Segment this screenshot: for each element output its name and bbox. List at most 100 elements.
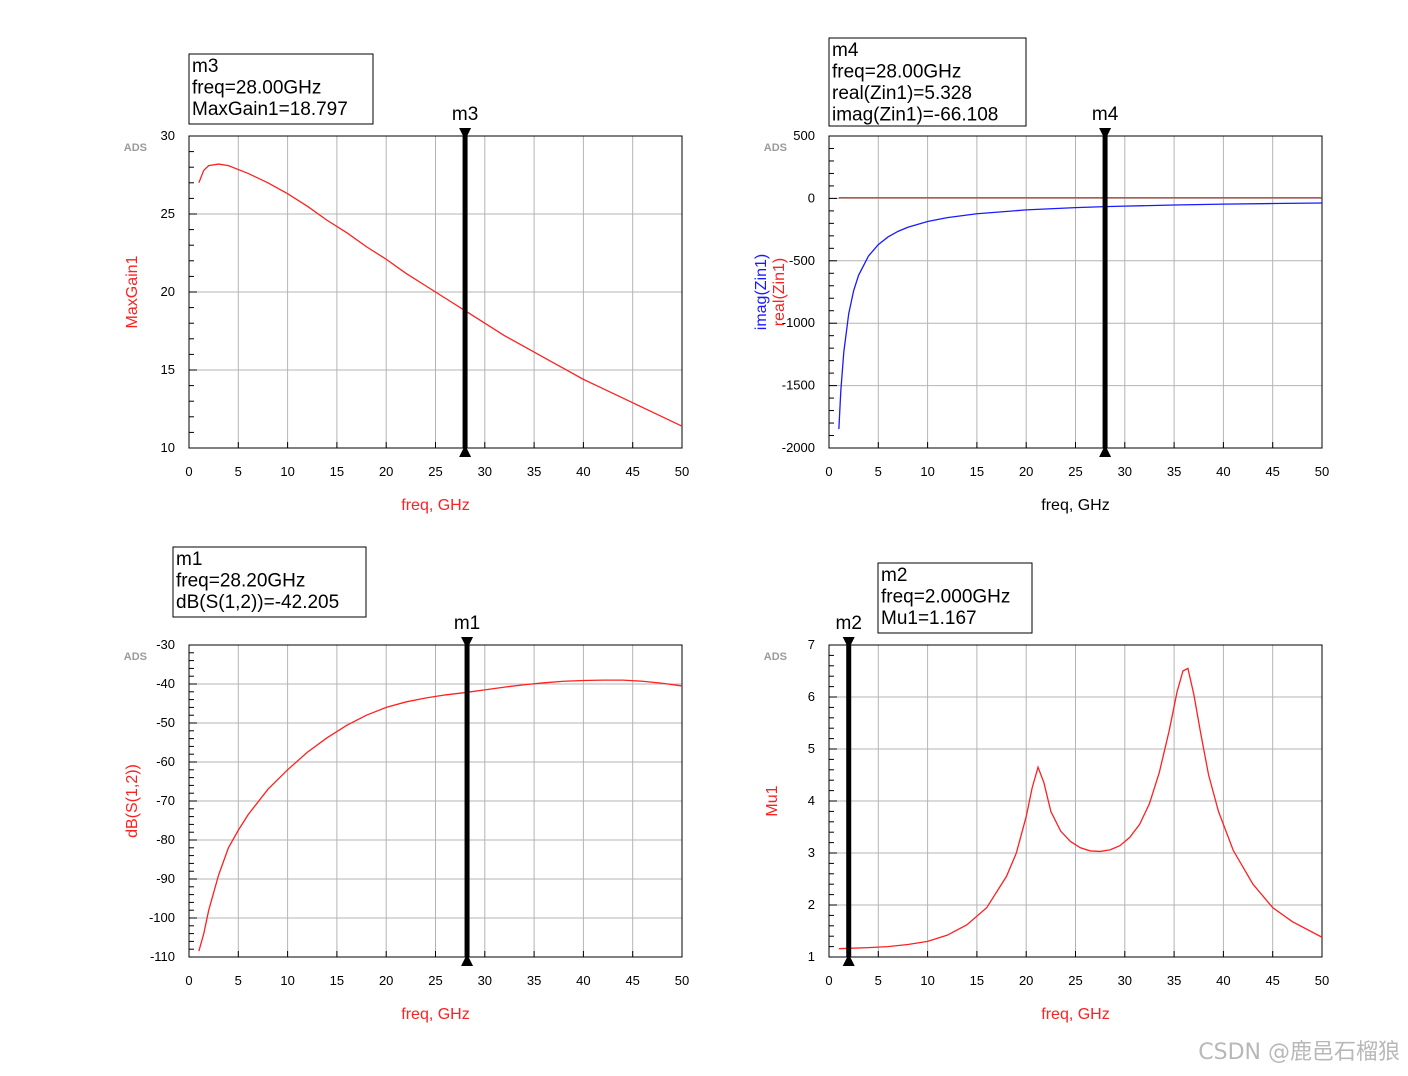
marker-bottom-arrow[interactable] [1099, 445, 1112, 457]
y-tick-label: -500 [789, 253, 815, 268]
marker-bottom-arrow[interactable] [459, 445, 472, 457]
x-tick-label: 5 [235, 973, 242, 988]
series-line-db-s-1-2- [198, 679, 683, 952]
marker-readout-line: real(Zin1)=5.328 [832, 83, 972, 104]
x-tick-label: 35 [1167, 973, 1181, 988]
chart-zin: 0 5 10 15 20 25 30 35 40 45 50 -2000 -1500 -1000 -500 0… [753, 37, 1329, 514]
marker-readout-line: imag(Zin1)=-66.108 [832, 105, 998, 126]
marker-readout-line: Mu1=1.167 [881, 608, 977, 629]
marker-readout-line: m4 [832, 40, 859, 61]
x-tick-label: 15 [330, 464, 344, 479]
marker-readout-box [828, 37, 1027, 127]
ads-logo: ADS [764, 651, 787, 663]
x-tick-label: 0 [185, 973, 192, 988]
x-tick-label: 15 [970, 464, 984, 479]
y-tick-label: 500 [793, 128, 815, 143]
x-tick-label: 0 [825, 464, 832, 479]
y-axis-label: real(Zin1) [771, 258, 788, 326]
x-tick-label: 30 [1118, 973, 1132, 988]
y-axis-label: Mu1 [764, 785, 781, 816]
marker-readout-line: freq=2.000GHz [881, 587, 1010, 608]
series-line-maxgain1 [198, 163, 683, 427]
y-tick-label: -2000 [782, 440, 815, 455]
x-axis-label: freq, GHz [401, 1006, 469, 1023]
marker-name-m2: m2 [836, 613, 862, 634]
x-tick-label: 25 [428, 464, 442, 479]
x-tick-label: 50 [675, 464, 689, 479]
ads-logo: ADS [124, 651, 147, 663]
x-tick-label: 35 [527, 464, 541, 479]
y-tick-label: 7 [808, 637, 815, 652]
marker-readout-box [877, 562, 1033, 634]
marker-readout-line: dB(S(1,2))=-42.205 [176, 592, 339, 613]
x-tick-label: 45 [1265, 973, 1279, 988]
x-tick-label: 10 [920, 973, 934, 988]
y-tick-label: -60 [156, 754, 175, 769]
marker-top-arrow[interactable] [459, 128, 472, 140]
x-axis-label: freq, GHz [1041, 497, 1109, 514]
x-tick-label: 20 [1019, 973, 1033, 988]
x-tick-label: 50 [1315, 464, 1329, 479]
x-tick-label: 45 [625, 464, 639, 479]
x-axis-label: freq, GHz [1041, 1006, 1109, 1023]
marker-bottom-arrow[interactable] [461, 954, 474, 966]
x-tick-label: 50 [675, 973, 689, 988]
x-tick-label: 15 [970, 973, 984, 988]
y-axis-label: MaxGain1 [124, 255, 141, 328]
marker-top-arrow[interactable] [842, 637, 855, 649]
x-tick-label: 35 [1167, 464, 1181, 479]
y-tick-label: -1000 [782, 315, 815, 330]
x-tick-label: 5 [875, 973, 882, 988]
y-tick-label: 20 [161, 284, 175, 299]
marker-readout-line: m2 [881, 565, 907, 586]
marker-readout-line: freq=28.00GHz [832, 62, 961, 83]
marker-top-arrow[interactable] [1099, 128, 1112, 140]
y-tick-label: 25 [161, 206, 175, 221]
marker-name-m1: m1 [454, 613, 480, 634]
marker-top-arrow[interactable] [461, 637, 474, 649]
x-tick-label: 10 [280, 464, 294, 479]
y-tick-label: 5 [808, 741, 815, 756]
marker-readout-line: m1 [176, 549, 202, 570]
x-tick-label: 20 [1019, 464, 1033, 479]
ads-logo: ADS [124, 142, 147, 154]
y-tick-label: 1 [808, 949, 815, 964]
chart-maxgain: 0 5 10 15 20 25 30 35 40 45 50 10 15 20 25 30 ADS freq, G… [124, 53, 689, 514]
y-tick-label: 15 [161, 362, 175, 377]
y-tick-label: -80 [156, 832, 175, 847]
y-tick-label: 4 [808, 793, 815, 808]
marker-readout-line: MaxGain1=18.797 [192, 99, 348, 120]
x-tick-label: 25 [428, 973, 442, 988]
marker-readout-box [172, 546, 367, 618]
x-tick-label: 15 [330, 973, 344, 988]
x-tick-label: 10 [920, 464, 934, 479]
y-tick-label: 30 [161, 128, 175, 143]
series-line-imag-zin1- [838, 202, 1323, 430]
x-tick-label: 40 [576, 464, 590, 479]
x-tick-label: 5 [875, 464, 882, 479]
y-tick-label: -100 [149, 910, 175, 925]
y-tick-label: -40 [156, 676, 175, 691]
x-tick-label: 50 [1315, 973, 1329, 988]
x-tick-label: 25 [1068, 464, 1082, 479]
y-axis-label: dB(S(1,2)) [124, 764, 141, 838]
y-tick-label: -1500 [782, 378, 815, 393]
y-tick-label: -30 [156, 637, 175, 652]
x-tick-label: 5 [235, 464, 242, 479]
series-line-mu1 [838, 667, 1323, 950]
marker-name-m3: m3 [452, 104, 478, 125]
marker-bottom-arrow[interactable] [842, 954, 855, 966]
y-tick-label: 6 [808, 689, 815, 704]
x-tick-label: 45 [625, 973, 639, 988]
y-tick-label: 0 [808, 190, 815, 205]
x-tick-label: 40 [1216, 973, 1230, 988]
y-tick-label: 10 [161, 440, 175, 455]
y-tick-label: 2 [808, 897, 815, 912]
ads-logo: ADS [764, 142, 787, 154]
x-tick-label: 45 [1265, 464, 1279, 479]
x-tick-label: 20 [379, 464, 393, 479]
y-axis-label: imag(Zin1) [753, 254, 770, 330]
marker-readout-box [188, 53, 374, 125]
